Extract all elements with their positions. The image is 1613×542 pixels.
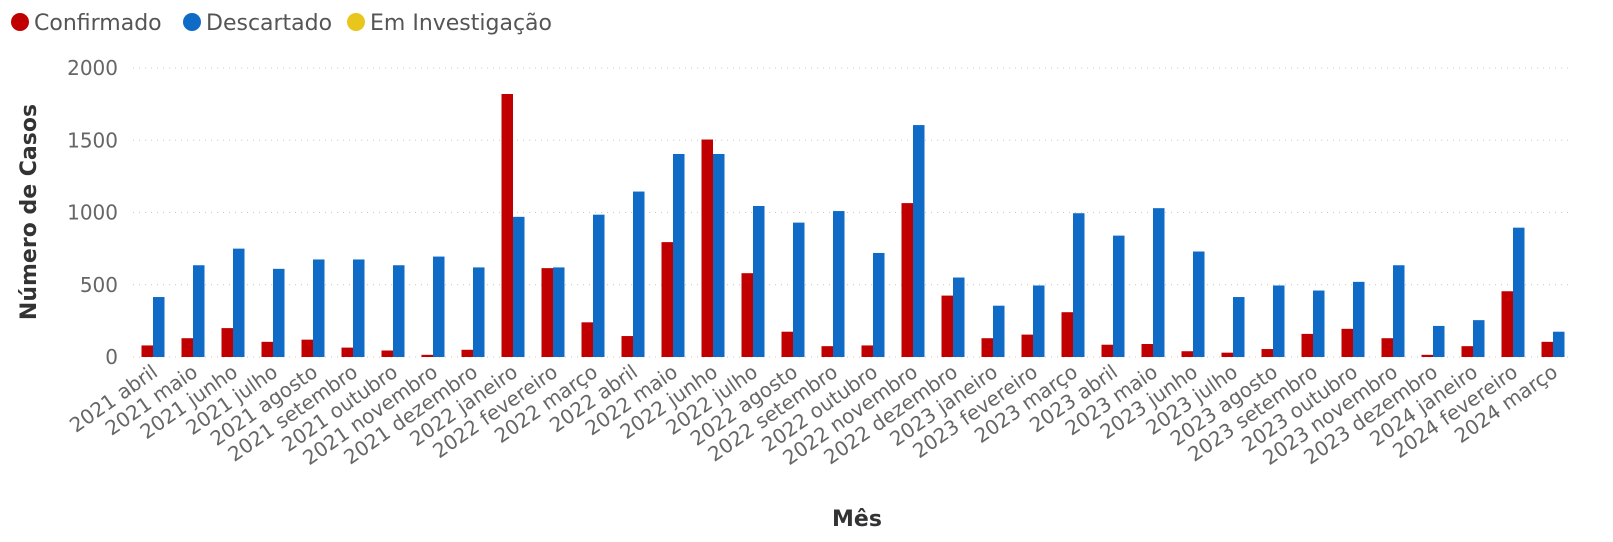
gridlines [133,67,1573,358]
bar-confirmado[interactable] [461,349,474,357]
y-tick-label: 0 [105,345,118,369]
bar-descartado[interactable] [1033,285,1045,357]
bar-confirmado[interactable] [781,331,794,357]
bar-descartado[interactable] [153,297,165,357]
bar-confirmado[interactable] [1101,344,1114,357]
legend-item-em-investigacao[interactable]: Em Investigação [347,11,552,36]
y-axis-ticks: 0 500 1000 1500 2000 [67,56,118,369]
bar-confirmado[interactable] [861,345,874,357]
bar-descartado[interactable] [793,222,805,357]
bar-confirmado[interactable] [1541,341,1554,357]
bar-confirmado[interactable] [821,346,834,357]
bar-confirmado[interactable] [181,338,194,357]
bar-confirmado[interactable] [301,339,314,357]
bar-descartado[interactable] [1113,235,1125,357]
bar-confirmado[interactable] [421,354,434,357]
bar-confirmado[interactable] [381,350,394,357]
legend-marker-em-investigacao [347,13,365,31]
bar-descartado[interactable] [1233,297,1245,357]
bar-descartado[interactable] [913,125,925,357]
bar-descartado[interactable] [313,259,325,357]
legend-marker-descartado [183,13,201,31]
bar-confirmado[interactable] [501,94,514,357]
legend-label-confirmado: Confirmado [34,11,162,36]
bar-confirmado[interactable] [901,203,914,357]
bar-descartado[interactable] [273,268,285,357]
bar-descartado[interactable] [553,267,565,357]
legend-label-em-investigacao: Em Investigação [370,11,552,36]
bar-confirmado[interactable] [1141,343,1154,357]
bar-descartado[interactable] [833,211,845,357]
bar-confirmado[interactable] [1341,328,1354,357]
bar-descartado[interactable] [433,256,445,357]
bar-confirmado[interactable] [741,273,754,357]
y-tick-label: 2000 [67,56,118,80]
bar-descartado[interactable] [1073,213,1085,357]
bar-descartado[interactable] [1313,290,1325,357]
bar-confirmado[interactable] [661,242,674,357]
y-tick-label: 1500 [67,128,118,152]
y-axis-title: Número de Casos [17,104,42,320]
legend-label-descartado: Descartado [206,11,332,36]
bar-descartado[interactable] [513,216,525,357]
bar-confirmado[interactable] [541,268,554,357]
bar-descartado[interactable] [1353,281,1365,357]
bar-descartado[interactable] [473,267,485,357]
bar-descartado[interactable] [393,265,405,357]
bar-descartado[interactable] [1513,227,1525,357]
bar-confirmado[interactable] [341,347,354,357]
bar-confirmado[interactable] [581,322,594,357]
bars [141,94,1565,357]
bar-confirmado[interactable] [1181,351,1194,357]
legend-marker-confirmado [11,13,29,31]
bar-descartado[interactable] [953,277,965,357]
bar-confirmado[interactable] [1221,352,1234,357]
bar-descartado[interactable] [1473,320,1485,357]
bar-descartado[interactable] [753,205,765,357]
bar-confirmado[interactable] [621,336,634,357]
bar-confirmado[interactable] [1381,338,1394,357]
bar-descartado[interactable] [1153,208,1165,357]
bar-confirmado[interactable] [1021,334,1034,357]
bar-confirmado[interactable] [981,338,994,357]
bar-confirmado[interactable] [1501,291,1514,357]
bar-descartado[interactable] [673,153,685,357]
legend-item-confirmado[interactable]: Confirmado [11,11,162,36]
bar-confirmado[interactable] [141,345,154,357]
bar-confirmado[interactable] [701,139,714,357]
bar-descartado[interactable] [873,252,885,357]
bar-descartado[interactable] [1273,285,1285,357]
bar-confirmado[interactable] [1261,349,1274,357]
bar-descartado[interactable] [1433,325,1445,357]
bar-confirmado[interactable] [221,328,234,357]
bar-confirmado[interactable] [1301,333,1314,357]
bar-descartado[interactable] [1553,331,1565,357]
bar-descartado[interactable] [993,305,1005,357]
legend-item-descartado[interactable]: Descartado [183,11,332,36]
x-axis-title: Mês [832,507,882,532]
bar-confirmado[interactable] [1421,354,1434,357]
bar-confirmado[interactable] [1461,346,1474,357]
bar-descartado[interactable] [633,191,645,357]
bar-confirmado[interactable] [1061,312,1074,357]
bar-descartado[interactable] [233,248,245,357]
bar-descartado[interactable] [593,214,605,357]
bar-confirmado[interactable] [261,341,274,357]
legend: Confirmado Descartado Em Investigação [11,11,552,36]
bar-descartado[interactable] [713,153,725,357]
bar-confirmado[interactable] [941,295,954,357]
bar-descartado[interactable] [1193,251,1205,357]
bar-descartado[interactable] [193,265,205,357]
y-tick-label: 500 [80,273,118,297]
y-tick-label: 1000 [67,201,118,225]
bar-descartado[interactable] [353,259,365,357]
bar-descartado[interactable] [1393,265,1405,357]
